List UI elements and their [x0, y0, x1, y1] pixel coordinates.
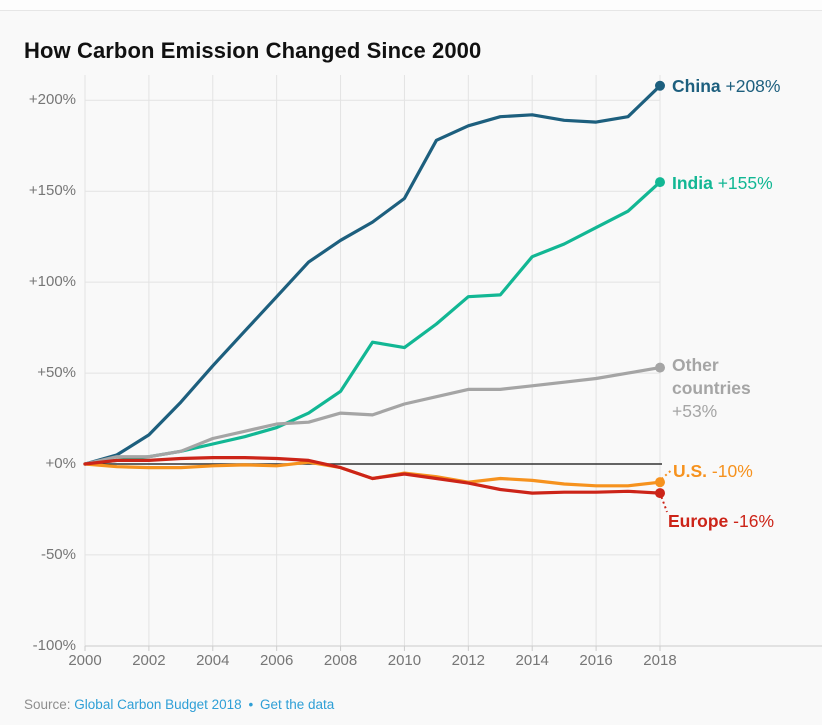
series-value-europe: -16% — [728, 511, 775, 531]
end-dot-china — [655, 80, 665, 91]
source-label: Source: — [24, 697, 71, 712]
series-line-china — [83, 84, 662, 466]
end-dot-europe — [655, 488, 665, 499]
x-tick-label-2004: 2004 — [196, 652, 230, 669]
top-border — [0, 0, 822, 11]
page-title: How Carbon Emission Changed Since 2000 — [24, 37, 482, 63]
x-tick-label-2016: 2016 — [579, 652, 613, 669]
source-line: Source: Global Carbon Budget 2018 • Get … — [24, 697, 334, 712]
separator-dot: • — [248, 697, 254, 712]
end-dot-other-countries — [655, 362, 665, 373]
series-line-u-s — [83, 460, 662, 488]
x-tick-label-2002: 2002 — [132, 652, 166, 669]
x-tick-label-2012: 2012 — [451, 652, 485, 669]
series-name-other-countries: Other countries — [672, 355, 751, 398]
y-tick-label-50: +50% — [37, 364, 76, 382]
series-label-europe: Europe -16% — [668, 510, 774, 533]
leader-line-europe — [660, 496, 668, 513]
y-tick-label--100: -100% — [32, 636, 76, 654]
series-line-other-countries — [83, 366, 662, 466]
series-label-india: India +155% — [672, 172, 773, 195]
x-tick-label-2010: 2010 — [387, 652, 422, 669]
series-label-china: China +208% — [672, 75, 780, 98]
series-value-china: +208% — [720, 76, 781, 96]
y-tick-label-0: +0% — [45, 455, 76, 472]
x-tick-label-2006: 2006 — [259, 652, 294, 669]
series-value-india: +155% — [712, 173, 773, 193]
x-tick-label-2008: 2008 — [323, 652, 358, 669]
series-label-u-s: U.S. -10% — [673, 460, 753, 483]
end-dot-u-s — [655, 477, 665, 488]
series-line-europe — [83, 456, 662, 495]
y-tick-label--50: -50% — [40, 545, 76, 563]
y-tick-label-150: +150% — [28, 182, 76, 200]
series-line-india — [83, 180, 662, 466]
y-tick-label-100: +100% — [28, 273, 76, 291]
source-link[interactable]: Global Carbon Budget 2018 — [74, 697, 242, 712]
y-tick-label-200: +200% — [28, 91, 76, 109]
series-value-u-s: -10% — [707, 461, 753, 481]
x-tick-label-2014: 2014 — [515, 652, 549, 669]
series-name-europe: Europe — [668, 511, 729, 531]
end-dot-india — [655, 177, 665, 188]
x-tick-label-2018: 2018 — [643, 652, 677, 669]
x-tick-label-2000: 2000 — [68, 652, 102, 669]
series-label-other-countries: Other countries +53% — [672, 354, 780, 423]
leader-line-u-s — [660, 469, 672, 480]
series-name-u-s: U.S. — [673, 461, 708, 481]
series-value-other-countries: +53% — [672, 401, 718, 421]
series-name-china: China — [672, 76, 721, 96]
series-name-india: India — [672, 173, 713, 193]
get-the-data-link[interactable]: Get the data — [259, 697, 335, 712]
